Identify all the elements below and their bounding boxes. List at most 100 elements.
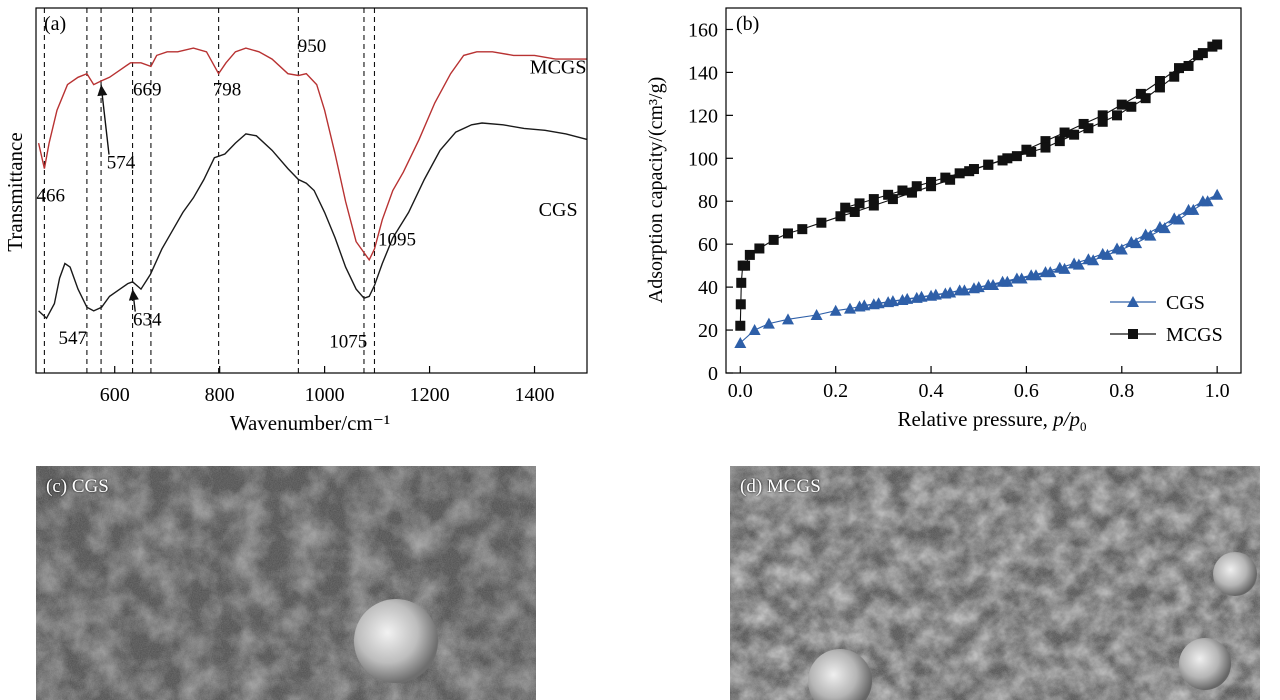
ftir-annotation-950: 950 (298, 36, 327, 57)
isotherm-point-mcgs (1154, 76, 1165, 86)
isotherm-x-tick-label-0.8: 0.8 (1109, 380, 1134, 402)
isotherm-point-mcgs (1097, 110, 1108, 121)
isotherm-point-cgs (1068, 257, 1081, 269)
sem-cgs-sphere (354, 599, 438, 683)
isotherm-x-axis-label: Relative pressure, p/p0 (897, 407, 1086, 434)
isotherm-point-mcgs (797, 224, 808, 235)
ftir-x-tick-label-1200: 1200 (410, 384, 450, 406)
isotherm-point-mcgs (1097, 116, 1108, 127)
isotherm-y-tick-label-20: 20 (698, 320, 718, 342)
ftir-annotation-1075: 1075 (329, 331, 367, 352)
isotherm-point-cgs (829, 304, 842, 316)
isotherm-point-cgs (781, 313, 794, 325)
ftir-y-axis-label: Transmittance (3, 132, 27, 251)
isotherm-point-cgs (762, 317, 775, 329)
isotherm-point-mcgs (868, 194, 879, 205)
isotherm-point-cgs (1111, 242, 1124, 254)
isotherm-point-cgs (1168, 212, 1181, 224)
ftir-annotation-798: 798 (213, 80, 242, 101)
isotherm-point-mcgs (940, 172, 951, 183)
isotherm-point-mcgs (954, 168, 965, 179)
isotherm-point-cgs (1096, 247, 1109, 259)
isotherm-x-tick-label-0: 0.0 (728, 380, 753, 402)
isotherm-point-mcgs (968, 164, 979, 175)
isotherm-y-tick-label-0: 0 (708, 363, 718, 385)
ftir-series-cgs (38, 122, 588, 320)
isotherm-point-mcgs (1183, 60, 1194, 71)
isotherm-point-mcgs (1154, 82, 1165, 93)
isotherm-point-cgs (1125, 236, 1138, 248)
isotherm-point-cgs (1010, 272, 1023, 284)
isotherm-point-cgs (867, 298, 880, 310)
ftir-x-ticks: 600 800 1000 1200 1400 (100, 366, 555, 406)
isotherm-point-cgs (925, 289, 938, 301)
isotherm-x-axis-label-p: p/p (1051, 407, 1080, 431)
isotherm-point-mcgs (1212, 39, 1223, 50)
isotherm-point-cgs (967, 282, 980, 294)
isotherm-point-mcgs (740, 260, 751, 271)
isotherm-point-cgs (748, 324, 761, 336)
ftir-plot-area: MCGS CGS 466 547 574 634 669 798 950 1075 1095 (36, 8, 588, 373)
isotherm-point-mcgs (1112, 110, 1123, 121)
isotherm-point-cgs (953, 284, 966, 296)
ftir-arrowhead-634 (128, 289, 139, 301)
ftir-plot-frame (35, 7, 588, 374)
sem-mcgs-sphere-top (1213, 552, 1257, 596)
ftir-annotation-669: 669 (133, 80, 162, 101)
isotherm-point-mcgs (1126, 101, 1137, 112)
isotherm-point-cgs (734, 336, 747, 348)
ftir-x-tick-label-600: 600 (100, 384, 130, 406)
isotherm-x-axis-label-sub: 0 (1080, 419, 1087, 434)
ftir-series-label-mcgs: MCGS (530, 57, 587, 79)
isotherm-x-tick-label-0.6: 0.6 (1014, 380, 1039, 402)
isotherm-point-mcgs (1140, 93, 1151, 104)
isotherm-y-axis-label: Adsorption capacity/(cm³/g) (645, 77, 667, 303)
isotherm-point-cgs (843, 302, 856, 314)
sem-cgs-texture (36, 466, 536, 700)
legend-label-cgs: CGS (1166, 292, 1205, 314)
sem-image-mcgs: (d) MCGS (730, 466, 1260, 700)
isotherm-point-mcgs (840, 202, 851, 213)
isotherm-point-mcgs (1174, 63, 1185, 74)
sem-mcgs-texture (730, 466, 1260, 700)
isotherm-point-mcgs (735, 320, 746, 331)
ftir-x-tick-label-1400: 1400 (515, 384, 555, 406)
sem-mcgs-label: (d) MCGS (740, 476, 821, 497)
ftir-series-label-cgs: CGS (539, 199, 578, 221)
isotherm-point-cgs (1196, 195, 1209, 207)
isotherm-point-cgs (939, 287, 952, 299)
isotherm-x-axis-label-text: Relative pressure, (897, 407, 1053, 431)
isotherm-point-cgs (896, 294, 909, 305)
isotherm-panel-label: (b) (736, 13, 759, 35)
isotherm-x-tick-label-1: 1.0 (1205, 380, 1230, 402)
isotherm-point-mcgs (1011, 151, 1022, 162)
isotherm-point-mcgs (906, 187, 917, 198)
isotherm-point-cgs (882, 296, 895, 308)
isotherm-point-mcgs (754, 243, 765, 254)
isotherm-point-mcgs (1169, 71, 1180, 82)
isotherm-point-mcgs (868, 200, 879, 211)
isotherm-point-cgs (982, 278, 995, 290)
isotherm-point-cgs (1025, 269, 1038, 281)
ftir-annotation-1095: 1095 (378, 229, 416, 250)
ftir-panel-label: (a) (44, 13, 66, 35)
sem-mcgs-sphere-right (1179, 638, 1231, 690)
isotherm-point-cgs (1082, 253, 1095, 265)
isotherm-point-cgs (1211, 188, 1224, 200)
isotherm-y-tick-label-160: 160 (688, 19, 718, 41)
isotherm-y-tick-label-100: 100 (688, 148, 718, 170)
isotherm-point-mcgs (849, 206, 860, 217)
isotherm-chart: (b) 0 20 40 60 80 100 120 140 160 0.0 0.2 0.4 0.6 0.8… (645, 7, 1242, 434)
isotherm-point-mcgs (744, 249, 755, 260)
legend-label-mcgs: MCGS (1166, 324, 1223, 346)
ftir-x-axis-label: Wavenumber/cm⁻¹ (230, 411, 390, 435)
sem-mcgs-sphere-left (808, 649, 872, 700)
ftir-chart: MCGS CGS 466 547 574 634 669 798 950 1075 1095 (a)… (3, 7, 588, 435)
isotherm-point-cgs (1039, 266, 1052, 278)
sem-cgs-label: (c) CGS (46, 476, 109, 497)
isotherm-point-mcgs (911, 181, 922, 192)
isotherm-point-mcgs (735, 299, 746, 310)
isotherm-point-mcgs (835, 211, 846, 222)
isotherm-point-mcgs (736, 277, 747, 288)
isotherm-y-tick-label-40: 40 (698, 277, 718, 299)
